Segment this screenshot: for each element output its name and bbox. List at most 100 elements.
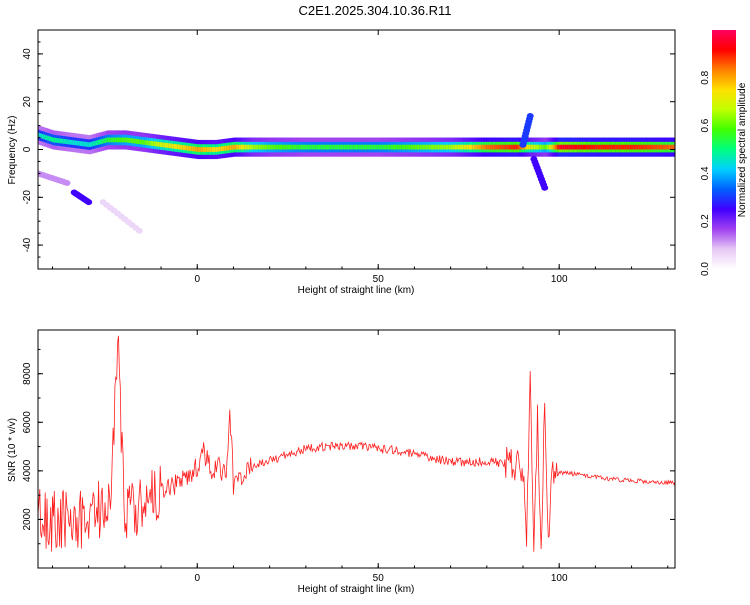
spectrogram-core-cell <box>103 138 106 144</box>
spectrogram-core-cell <box>233 144 236 150</box>
spectrogram-core-cell <box>74 140 77 146</box>
spectrogram-core-cell <box>43 134 46 140</box>
spectrogram-core-cell <box>148 140 151 146</box>
spectrogram-core-cell <box>486 144 490 150</box>
spectrogram-core-cell <box>389 144 392 150</box>
spectrogram-core-cell <box>72 140 75 145</box>
spectrogram-core-cell <box>566 144 569 150</box>
spectrogram-core-cell <box>495 144 499 150</box>
snr-panel: 0 50 100 2000 4000 6000 8000 Height of straigh… <box>7 329 676 595</box>
spectrogram-core-cell <box>61 138 64 144</box>
spectrogram-core-cell <box>380 144 383 150</box>
spectrogram-core-cell <box>161 142 164 148</box>
spectrogram-core-cell <box>119 137 122 143</box>
spectrogram-core-cell <box>577 144 580 150</box>
spectrogram-core-cell <box>446 144 450 150</box>
spectrogram-core-cell <box>240 144 244 150</box>
spectrogram-core-cell <box>369 144 372 150</box>
colorbar-ticks: 0.0 0.2 0.4 0.6 0.8 <box>700 70 711 276</box>
spectrogram-core-cell <box>535 144 539 150</box>
spectrogram-core-cell <box>609 144 613 150</box>
snr-y-tick-label: 6000 <box>22 411 33 434</box>
spectrogram-core-cell <box>54 137 57 143</box>
spectrogram-core-cell <box>454 144 457 150</box>
spectrogram-core-cell <box>425 144 428 150</box>
spectrogram-core-cell <box>97 139 101 145</box>
spectrogram-core-cell <box>537 144 540 150</box>
spectrogram-core-cell <box>633 144 636 150</box>
spectrogram-core-cell <box>669 144 672 150</box>
spectrogram-core-cell <box>638 144 642 150</box>
spectrogram-core-cell <box>649 144 653 150</box>
spectrogram-core-cell <box>291 144 294 150</box>
spectrogram-core-cell <box>365 144 368 150</box>
spectrogram-core-cell <box>673 144 675 150</box>
colorbar-tick-label: 0.2 <box>700 214 711 228</box>
spectrogram-core-cell <box>264 144 267 150</box>
spectrogram-core-cell <box>407 144 410 150</box>
spectrogram-core-cell <box>450 144 454 150</box>
spectrogram-core-cell <box>376 144 379 150</box>
spectrogram-core-cell <box>123 137 126 143</box>
spectrogram-core-cell <box>170 143 173 149</box>
spectrogram-core-cell <box>588 144 591 150</box>
spectrogram-core-cell <box>428 144 432 150</box>
spectrogram-core-cell <box>222 146 225 151</box>
spectrogram-core-cell <box>416 144 419 150</box>
spectrogram-core-cell <box>155 141 159 147</box>
spectrogram-core-cell <box>560 144 564 150</box>
spectrogram-y-tick-label: 0 <box>22 146 33 152</box>
spectrogram-core-cell <box>110 137 113 143</box>
spectrogram-core-cell <box>591 144 595 150</box>
spectrogram-core-cell <box>448 144 452 150</box>
spectrogram-core-cell <box>124 137 128 143</box>
spectrogram-core-cell <box>95 140 99 146</box>
spectrogram-core-cell <box>642 144 645 150</box>
spectrogram-core-cell <box>636 144 640 150</box>
spectrogram-core-cell <box>635 144 638 150</box>
snr-y-tick-label: 4000 <box>22 459 33 482</box>
spectrogram-core-cell <box>470 144 473 150</box>
spectrogram-core-cell <box>414 144 417 150</box>
spectrogram-core-cell <box>573 144 577 150</box>
colorbar: 0.0 0.2 0.4 0.6 0.8 Normalized spectral ampl… <box>700 30 748 276</box>
spectrogram-x-tick-label: 0 <box>194 274 200 285</box>
spectrogram-core-cell <box>667 144 671 150</box>
spectrogram-core-cell <box>255 144 258 150</box>
spectrogram-core-cell <box>215 147 218 152</box>
spectrogram-core-cell <box>629 144 633 150</box>
spectrogram-core-cell <box>276 144 280 150</box>
spectrogram-y-tick-label: -20 <box>22 190 33 205</box>
colorbar-label: Normalized spectral amplitude <box>737 82 748 217</box>
spectrogram-core-cell <box>410 144 414 150</box>
spectrogram-core-cell <box>305 144 309 150</box>
spectrogram-core-cell <box>244 144 247 150</box>
spectrogram-core-cell <box>640 144 644 150</box>
spectrogram-core-cell <box>555 144 558 150</box>
spectrogram-core-cell <box>168 143 171 149</box>
spectrogram-core-cell <box>50 136 54 142</box>
spectrogram-core-cell <box>381 144 385 150</box>
spectrogram-core-cell <box>262 144 265 150</box>
spectrogram-core-cell <box>570 144 573 150</box>
spectrogram-core-cell <box>427 144 430 150</box>
spectrogram-core-cell <box>345 144 349 150</box>
spectrogram-core-cell <box>660 144 663 150</box>
spectrogram-core-cell <box>128 138 131 143</box>
spectrogram-core-cell <box>647 144 651 150</box>
spectrogram-core-cell <box>56 138 59 143</box>
spectrogram-core-cell <box>63 138 66 144</box>
spectrogram-core-cell <box>224 145 227 151</box>
spectrogram-core-cell <box>615 144 618 150</box>
spectrogram-core-cell <box>340 144 343 150</box>
spectrogram-core-cell <box>112 137 115 143</box>
spectrogram-core-cell <box>352 144 356 150</box>
spectrogram-core-cell <box>383 144 387 150</box>
spectrogram-core-cell <box>191 146 195 152</box>
spectrogram-core-cell <box>490 144 493 150</box>
spectrogram-core-cell <box>403 144 406 150</box>
spectrogram-core-cell <box>398 144 401 150</box>
spectrogram-core-cell <box>289 144 292 150</box>
spectrogram-core-cell <box>146 140 149 146</box>
spectrogram-axes: 0 50 100 -40 -20 0 20 40 <box>22 29 675 285</box>
